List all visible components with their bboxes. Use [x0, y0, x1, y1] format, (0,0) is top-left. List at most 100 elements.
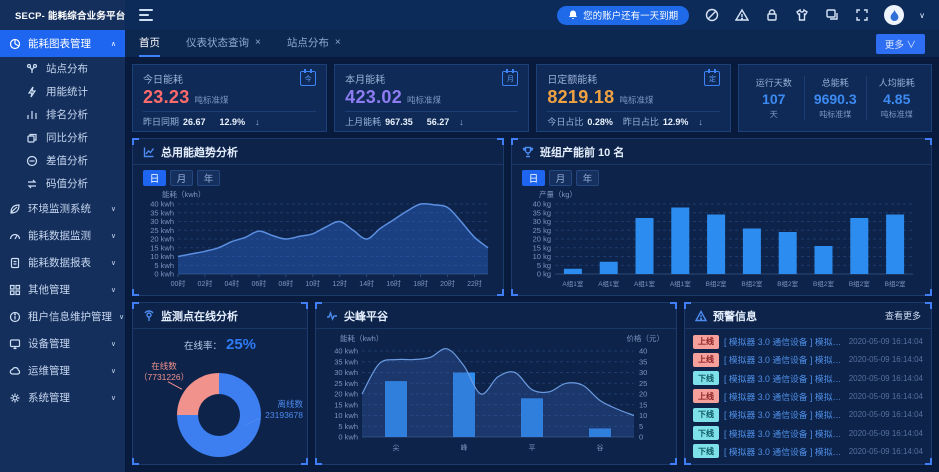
alert-time: 2020-05-09 16:14:04 [848, 337, 923, 347]
multi-window-icon[interactable] [824, 8, 839, 23]
svg-text:12时: 12时 [332, 279, 347, 288]
cloud-icon [9, 365, 21, 377]
sidebar-item-energy-charts[interactable]: 能耗图表管理 ∧ [0, 30, 125, 57]
sidebar-subitem-code-value-analysis[interactable]: 码值分析 [0, 172, 125, 195]
sidebar-subitem-site-distribution[interactable]: 站点分布 [0, 57, 125, 80]
lightning-icon [26, 86, 38, 98]
security-icon[interactable] [704, 8, 719, 23]
sidebar-item-environment-monitoring[interactable]: 环境监测系统 ∨ [0, 195, 125, 222]
sidebar-item-label: 环境监测系统 [28, 203, 91, 215]
corner-accent [925, 138, 932, 145]
corner-accent [132, 138, 139, 145]
alert-row[interactable]: 下线 [ 模拟器 3.0 通信设备 ] 模拟器 3.0... 2020-05-0… [693, 371, 923, 386]
tab-close-icon[interactable]: × [255, 37, 261, 48]
summary-total-energy: 总能耗 9690.3 吨标准煤 [803, 76, 866, 120]
toggle-day[interactable]: 日 [522, 170, 545, 186]
sidebar-item-label: 能耗图表管理 [28, 38, 91, 50]
card-unit: 吨标准煤 [619, 95, 654, 105]
svg-text:5 kwh: 5 kwh [338, 422, 358, 431]
svg-text:5 kwh: 5 kwh [154, 261, 174, 270]
lock-icon[interactable] [764, 8, 779, 23]
tab-label: 仪表状态查询 [186, 37, 249, 49]
alert-time: 2020-05-09 16:14:04 [848, 446, 923, 456]
toggle-month[interactable]: 月 [549, 170, 572, 186]
alert-row[interactable]: 下线 [ 模拟器 3.0 通信设备 ] 模拟器 3.0... 2020-05-0… [693, 444, 923, 459]
svg-text:0 kwh: 0 kwh [154, 270, 174, 279]
tabs-more-button[interactable]: 更多 ∨ [875, 33, 925, 54]
svg-text:20 kg: 20 kg [532, 235, 550, 244]
alert-row[interactable]: 上线 [ 模拟器 3.0 通信设备 ] 模拟器 3.0... 2020-05-0… [693, 334, 923, 349]
tab-home[interactable]: 首页 [139, 30, 160, 57]
svg-text:18时: 18时 [413, 279, 428, 288]
sidebar-subitem-label: 码值分析 [46, 178, 88, 190]
footer-metric: 56.27 [426, 116, 450, 127]
svg-text:B组2室: B组2室 [741, 279, 762, 288]
card-unit: 吨标准煤 [407, 95, 442, 105]
sidebar-item-label: 其他管理 [28, 284, 70, 296]
svg-text:15 kwh: 15 kwh [150, 243, 174, 252]
gear-icon [9, 392, 21, 404]
sidebar-subitem-energy-stats[interactable]: 用能统计 [0, 80, 125, 103]
sidebar-item-energy-data-monitoring[interactable]: 能耗数据监测 ∨ [0, 222, 125, 249]
sidebar-item-device-management[interactable]: 设备管理 ∨ [0, 330, 125, 357]
svg-text:10 kg: 10 kg [532, 252, 550, 261]
svg-text:0 kg: 0 kg [536, 270, 550, 279]
alert-triangle-icon[interactable] [734, 8, 749, 23]
tab-meter-status[interactable]: 仪表状态查询 × [186, 30, 261, 57]
tab-close-icon[interactable]: × [334, 37, 341, 48]
panel-title: 预警信息 [713, 310, 757, 323]
sidebar-subitem-ranking-analysis[interactable]: 排名分析 [0, 103, 125, 126]
monitor-point-icon [143, 309, 155, 322]
sidebar-subitem-yoy-analysis[interactable]: 同比分析 [0, 126, 125, 149]
theme-skin-icon[interactable] [794, 8, 809, 23]
svg-text:B组2室: B组2室 [848, 279, 869, 288]
sidebar-item-other-management[interactable]: 其他管理 ∨ [0, 276, 125, 303]
sidebar-item-ops-management[interactable]: 运维管理 ∨ [0, 357, 125, 384]
user-avatar[interactable] [884, 5, 905, 25]
sidebar-item-tenant-info-management[interactable]: 租户信息维护管理 ∨ [0, 303, 125, 330]
sidebar-item-label: 能耗数据报表 [28, 257, 91, 269]
svg-text:20 kwh: 20 kwh [150, 235, 174, 244]
view-more-link[interactable]: 查看更多 [884, 311, 921, 321]
footer-metric: 上月能耗 967.35 [345, 117, 413, 127]
svg-text:15: 15 [639, 400, 647, 409]
svg-text:A组1室: A组1室 [634, 279, 655, 288]
alert-row[interactable]: 下线 [ 模拟器 3.0 通信设备 ] 模拟器 3.0... 2020-05-0… [693, 407, 923, 422]
sidebar-item-system-management[interactable]: 系统管理 ∨ [0, 384, 125, 411]
chevron-down-icon: ∨ [110, 259, 116, 267]
alert-status-badge: 上线 [693, 352, 719, 367]
alert-row[interactable]: 下线 [ 模拟器 3.0 通信设备 ] 模拟器 3.0... 2020-05-0… [693, 425, 923, 441]
collapse-sidebar-icon[interactable] [139, 9, 153, 21]
svg-text:A组1室: A组1室 [669, 279, 690, 288]
svg-text:06时: 06时 [251, 279, 266, 288]
svg-text:40 kwh: 40 kwh [150, 200, 174, 209]
footer-metric: 昨日占比 12.9% [622, 117, 689, 127]
svg-text:谷: 谷 [597, 443, 604, 452]
avatar-flame-icon [890, 8, 899, 21]
alert-row[interactable]: 上线 [ 模拟器 3.0 通信设备 ] 模拟器 3.0... 2020-05-0… [693, 352, 923, 367]
tab-site-distribution[interactable]: 站点分布 × [287, 30, 341, 57]
calendar-today-icon: 今 [300, 69, 317, 86]
sidebar-subitem-difference-analysis[interactable]: 差值分析 [0, 149, 125, 172]
footer-metric: 今日占比 0.28% [547, 117, 613, 127]
toggle-year[interactable]: 年 [576, 170, 599, 186]
alert-text: [ 模拟器 3.0 通信设备 ] 模拟器 3.0... [724, 337, 844, 348]
chevron-down-icon: ∨ [119, 313, 125, 321]
toggle-year[interactable]: 年 [197, 170, 220, 186]
toggle-month[interactable]: 月 [170, 170, 193, 186]
tab-label: 首页 [139, 37, 160, 49]
alert-text: [ 模拟器 3.0 通信设备 ] 模拟器 3.0... [724, 355, 844, 366]
alert-row[interactable]: 上线 [ 模拟器 3.0 通信设备 ] 模拟器 3.0... 2020-05-0… [693, 389, 923, 404]
user-menu-chevron-down-icon[interactable]: ∨ [919, 10, 925, 20]
account-expiry-notice[interactable]: 您的账户还有一天到期 [557, 5, 690, 25]
svg-text:00时: 00时 [171, 279, 186, 288]
toggle-day[interactable]: 日 [143, 170, 166, 186]
monitor-icon [9, 338, 21, 350]
svg-text:30 kg: 30 kg [532, 217, 550, 226]
sidebar-item-energy-data-reports[interactable]: 能耗数据报表 ∨ [0, 249, 125, 276]
bar-ranking-icon [26, 109, 38, 121]
svg-text:30 kwh: 30 kwh [150, 217, 174, 226]
panel-monitoring-online: 监测点在线分析 在线率： 25% 在线数 （7731226） [132, 302, 308, 465]
fullscreen-icon[interactable] [854, 8, 869, 23]
alert-time: 2020-05-09 16:14:04 [848, 428, 923, 438]
